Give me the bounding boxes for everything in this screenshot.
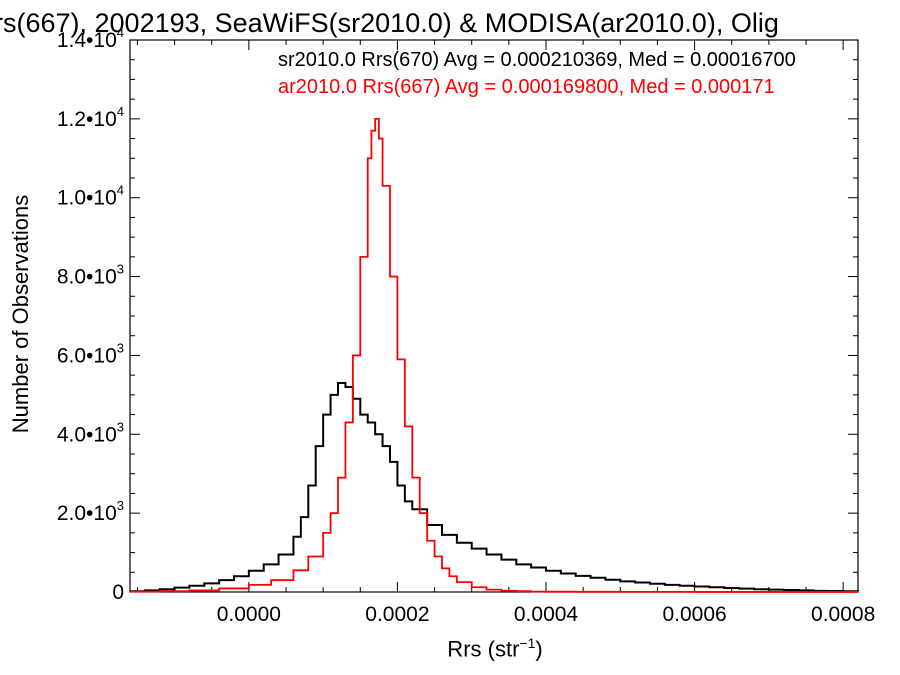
series-line-ar2010 xyxy=(130,117,859,593)
y-axis-label: Number of Observations xyxy=(8,194,33,434)
y-tick-label: 8.0•103 xyxy=(57,262,124,289)
y-tick-label: 2.0•103 xyxy=(57,498,124,525)
y-tick-label: 1.4•104 xyxy=(57,25,124,52)
plot-border xyxy=(129,39,859,593)
x-axis-label: Rrs (str−1) xyxy=(447,635,542,662)
legend-entry-ar2010: ar2010.0 Rrs(667) Avg = 0.000169800, Med… xyxy=(278,76,775,98)
x-tick-label: 0.0004 xyxy=(514,603,579,626)
legend-entry-sr2010: sr2010.0 Rrs(670) Avg = 0.000210369, Med… xyxy=(278,49,796,71)
x-axis-label-base: Rrs (str xyxy=(447,636,520,662)
y-tick-label: 1.0•104 xyxy=(57,183,124,210)
x-axis-ticks: 0.0000 0.0002 0.0004 0.0006 0.0008 xyxy=(136,40,875,626)
series-line-sr2010 xyxy=(130,382,859,593)
y-tick-label: 6.0•103 xyxy=(57,340,124,367)
y-tick-label: 1.2•104 xyxy=(57,104,124,131)
y-tick-label: 0 xyxy=(112,581,124,604)
plot-frame xyxy=(129,39,859,593)
x-tick-label: 0.0000 xyxy=(217,603,281,626)
x-axis-label-exponent: −1 xyxy=(519,635,536,651)
y-axis-ticks: 0 2.0•103 4.0•103 6.0•103 8.0•103 1.0•104 1.2•… xyxy=(57,25,858,604)
y-tick-label: 4.0•103 xyxy=(57,419,124,446)
x-tick-label: 0.0008 xyxy=(811,603,875,626)
x-axis-label-close: ) xyxy=(535,636,543,662)
x-tick-label: 0.0002 xyxy=(365,603,429,626)
chart-title: rs(667), 2002193, SeaWiFS(sr2010.0) & MO… xyxy=(0,8,779,38)
series-layer xyxy=(130,117,859,593)
x-tick-label: 0.0006 xyxy=(662,603,726,626)
